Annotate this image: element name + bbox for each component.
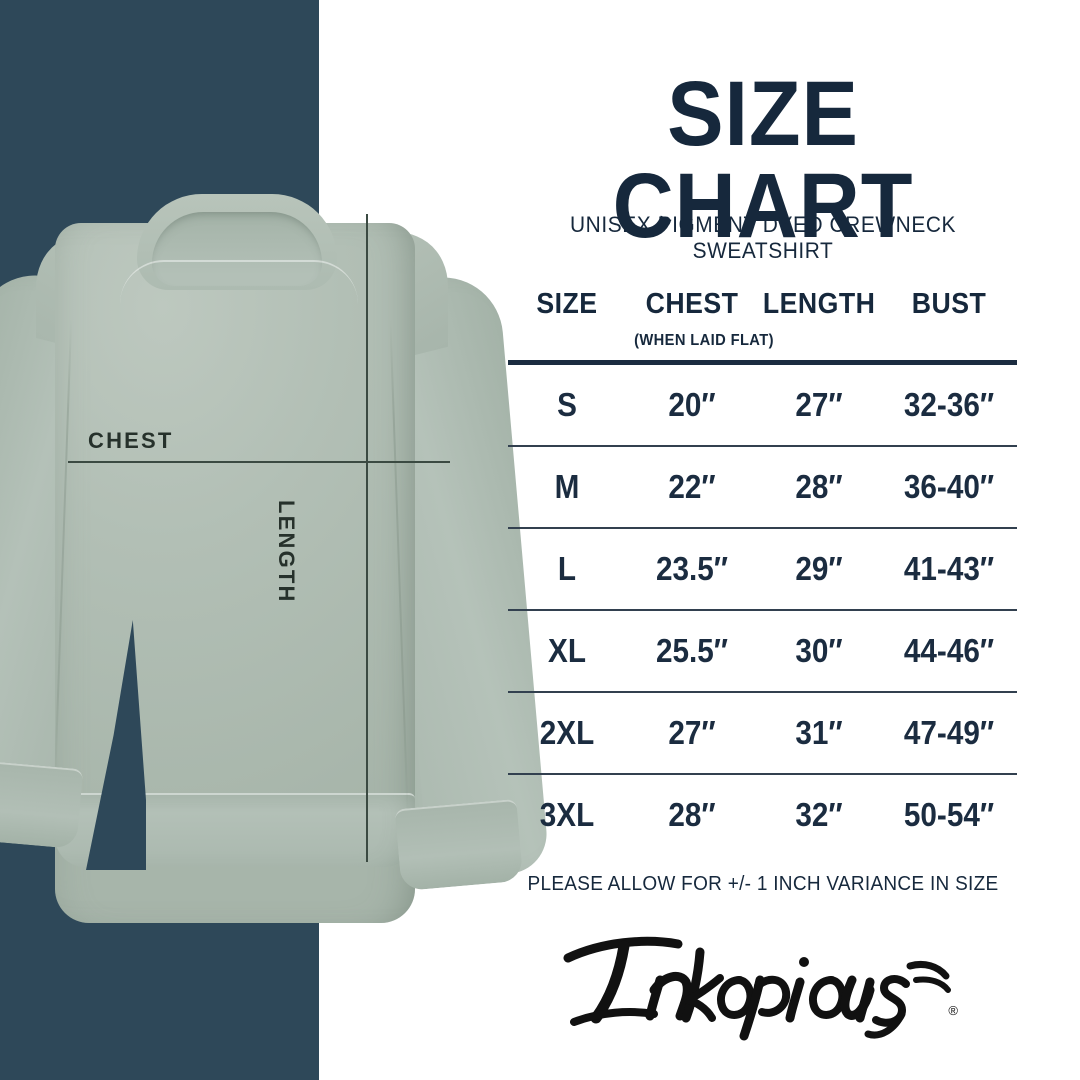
cuff-right bbox=[394, 798, 524, 892]
row-divider bbox=[508, 773, 1017, 775]
cell-bust: 32-36″ bbox=[903, 386, 995, 423]
inkopious-wordmark-icon bbox=[563, 936, 951, 1041]
table-row: L 23.5″ 29″ 41-43″ bbox=[508, 529, 1018, 609]
length-measure-label: LENGTH bbox=[274, 500, 299, 604]
table-row: M 22″ 28″ 36-40″ bbox=[508, 447, 1018, 527]
registered-trademark-symbol: ® bbox=[948, 1003, 958, 1018]
cell-bust: 50-54″ bbox=[903, 796, 995, 833]
chest-measure-label: CHEST bbox=[88, 428, 174, 453]
cell-chest: 22″ bbox=[668, 468, 716, 505]
length-measure-line bbox=[366, 214, 368, 862]
cuff-left bbox=[0, 758, 84, 850]
brand-logo: ® bbox=[550, 922, 980, 1042]
page-title: SIZE CHART bbox=[612, 63, 914, 257]
row-divider bbox=[508, 527, 1017, 529]
cell-length: 30″ bbox=[795, 632, 843, 669]
table-row: XL 25.5″ 30″ 44-46″ bbox=[508, 611, 1018, 691]
table-row: 3XL 28″ 32″ 50-54″ bbox=[508, 775, 1018, 855]
cell-length: 28″ bbox=[795, 468, 843, 505]
collar-seam bbox=[120, 260, 358, 304]
cell-chest: 28″ bbox=[668, 796, 716, 833]
column-header-chest: CHEST bbox=[645, 288, 739, 320]
cell-bust: 44-46″ bbox=[903, 632, 995, 669]
chest-note: (WHEN LAID FLAT) bbox=[634, 332, 774, 349]
row-divider bbox=[508, 445, 1017, 447]
cell-size: L bbox=[557, 550, 577, 587]
cell-size: M bbox=[554, 468, 580, 505]
page-subtitle: UNISEX PIGMENT DYED CREWNECK SWEATSHIRT bbox=[569, 212, 957, 263]
column-header-bust: BUST bbox=[911, 288, 987, 320]
cell-chest: 23.5″ bbox=[655, 550, 729, 587]
table-row: 2XL 27″ 31″ 47-49″ bbox=[508, 693, 1018, 773]
cell-length: 29″ bbox=[795, 550, 843, 587]
row-divider bbox=[508, 691, 1017, 693]
column-header-length: LENGTH bbox=[762, 288, 876, 320]
cell-chest: 20″ bbox=[668, 386, 716, 423]
variance-note: PLEASE ALLOW FOR +/- 1 INCH VARIANCE IN … bbox=[527, 873, 999, 895]
cell-size: 2XL bbox=[539, 714, 595, 751]
column-header-size: SIZE bbox=[536, 288, 598, 320]
table-header-row: SIZE CHEST LENGTH BUST (WHEN LAID FLAT) bbox=[508, 286, 1018, 360]
row-divider bbox=[508, 609, 1017, 611]
table-row: S 20″ 27″ 32-36″ bbox=[508, 365, 1018, 445]
cell-length: 31″ bbox=[795, 714, 843, 751]
cell-chest: 27″ bbox=[668, 714, 716, 751]
size-table: SIZE CHEST LENGTH BUST (WHEN LAID FLAT) … bbox=[508, 286, 1018, 855]
cell-bust: 36-40″ bbox=[903, 468, 995, 505]
chart-content: SIZE CHART UNISEX PIGMENT DYED CREWNECK … bbox=[508, 0, 1018, 1080]
cell-length: 32″ bbox=[795, 796, 843, 833]
cell-length: 27″ bbox=[795, 386, 843, 423]
cell-size: S bbox=[557, 386, 577, 423]
cell-chest: 25.5″ bbox=[655, 632, 729, 669]
cell-bust: 47-49″ bbox=[903, 714, 995, 751]
cell-bust: 41-43″ bbox=[903, 550, 995, 587]
sweatshirt-image bbox=[0, 168, 560, 928]
header-rule bbox=[508, 360, 1017, 365]
cell-size: XL bbox=[548, 632, 586, 669]
cell-size: 3XL bbox=[539, 796, 595, 833]
chest-measure-line bbox=[68, 461, 450, 463]
